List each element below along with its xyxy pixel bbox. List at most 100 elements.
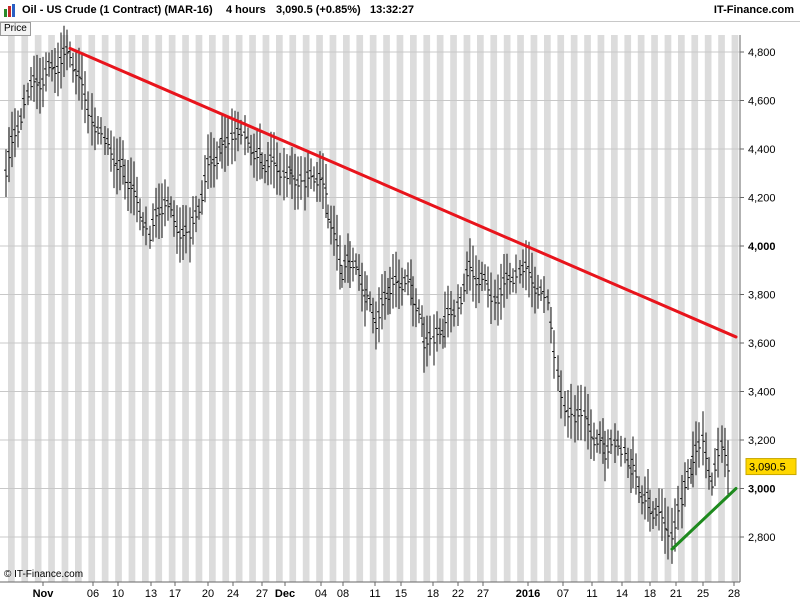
day-band <box>262 35 270 582</box>
x-tick-label: 25 <box>697 588 709 600</box>
day-band <box>611 35 618 582</box>
time-bands <box>8 35 800 582</box>
day-band <box>316 35 323 582</box>
day-band <box>249 35 256 582</box>
day-band <box>624 35 632 582</box>
day-band <box>396 35 404 582</box>
day-band <box>343 35 350 582</box>
day-band <box>503 35 511 582</box>
day-band <box>651 35 658 582</box>
y-tick-label: 4,800 <box>748 47 776 59</box>
price-change-label: 3,090.5 (+0.85%) <box>276 4 361 16</box>
chart-header: Oil - US Crude (1 Contract) (MAR-16) 4 h… <box>0 0 800 22</box>
day-band <box>209 35 216 582</box>
day-band <box>637 35 645 582</box>
day-band <box>731 35 739 582</box>
current-price-marker <box>745 458 797 476</box>
day-band <box>718 35 725 582</box>
x-tick-label: 08 <box>337 588 349 600</box>
x-tick-label: 27 <box>477 588 489 600</box>
day-band <box>101 35 109 582</box>
day-band <box>34 35 42 582</box>
x-tick-label: 20 <box>202 588 214 600</box>
y-tick-label: 3,600 <box>748 338 776 350</box>
instrument-title: Oil - US Crude (1 Contract) (MAR-16) <box>22 4 213 16</box>
day-band <box>75 35 82 582</box>
current-price-label: 3,090.5 <box>749 462 786 474</box>
day-band <box>61 35 69 582</box>
day-band <box>530 35 538 582</box>
x-tick-label: 04 <box>315 588 327 600</box>
copyright-label: © IT-Finance.com <box>4 569 84 580</box>
bar-chart-icon <box>4 4 15 17</box>
day-band <box>557 35 565 582</box>
x-tick-label: 11 <box>586 588 597 600</box>
x-tick-label: 22 <box>452 588 464 600</box>
x-tick-label: 14 <box>616 588 628 600</box>
x-tick-label: 18 <box>644 588 656 600</box>
y-tick-label: 3,800 <box>748 290 776 302</box>
trendline <box>68 46 738 339</box>
day-band <box>490 35 498 582</box>
x-tick-label: 06 <box>87 588 99 600</box>
day-band <box>302 35 310 582</box>
y-tick-label: 4,400 <box>748 144 776 156</box>
price-axis-background <box>740 35 800 582</box>
y-tick-label: 4,600 <box>748 96 776 108</box>
trendlines <box>68 46 738 551</box>
x-tick-label: 27 <box>256 588 268 600</box>
day-band <box>168 35 176 582</box>
x-tick-label: 15 <box>395 588 407 600</box>
day-band <box>356 35 364 582</box>
x-tick-label: 13 <box>145 588 157 600</box>
day-band <box>155 35 163 582</box>
x-tick-label: 07 <box>557 588 569 600</box>
day-band <box>235 35 243 582</box>
day-band <box>48 35 55 582</box>
timeframe-label: 4 hours <box>226 4 266 16</box>
x-tick-label: 18 <box>427 588 439 600</box>
day-band <box>544 35 551 582</box>
day-band <box>704 35 712 582</box>
day-band <box>182 35 189 582</box>
day-band <box>128 35 136 582</box>
x-tick-label: 21 <box>670 588 682 600</box>
y-tick-label: 4,200 <box>748 193 776 205</box>
day-band <box>584 35 591 582</box>
day-band <box>383 35 390 582</box>
y-tick-label: 3,200 <box>748 435 776 447</box>
day-band <box>436 35 444 582</box>
price-series-tag: Price <box>0 22 31 36</box>
day-band <box>477 35 484 582</box>
day-band <box>329 35 337 582</box>
day-band <box>195 35 203 582</box>
x-tick-label: 11 <box>369 588 380 600</box>
day-band <box>570 35 578 582</box>
day-band <box>8 35 15 582</box>
x-tick-label: 28 <box>728 588 740 600</box>
day-band <box>423 35 431 582</box>
day-band <box>463 35 471 582</box>
day-band <box>289 35 297 582</box>
day-band <box>222 35 230 582</box>
x-tick-label: Dec <box>275 588 295 600</box>
y-tick-label: 2,800 <box>748 532 776 544</box>
y-tick-label: 3,000 <box>748 484 776 496</box>
ohlc-series <box>4 25 730 564</box>
x-tick-label: 17 <box>169 588 181 600</box>
time-label: 13:32:27 <box>370 4 415 16</box>
x-tick-label: 24 <box>227 588 239 600</box>
day-band <box>142 35 149 582</box>
day-band <box>88 35 96 582</box>
day-band <box>678 35 685 582</box>
day-band <box>21 35 29 582</box>
day-band <box>517 35 524 582</box>
day-band <box>597 35 605 582</box>
day-band <box>691 35 699 582</box>
day-band <box>276 35 283 582</box>
source-label: IT-Finance.com <box>713 4 794 16</box>
y-tick-label: 4,000 <box>748 241 776 253</box>
trendline <box>670 487 738 551</box>
day-band <box>115 35 122 582</box>
